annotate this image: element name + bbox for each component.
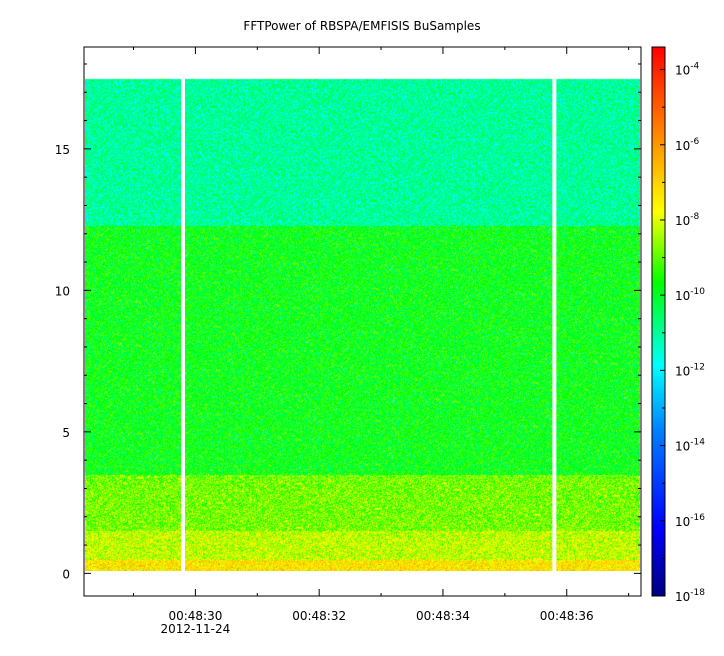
x-tick-label: 00:48:30 (168, 609, 222, 623)
plot-area-frame (83, 46, 642, 597)
data-gaps (181, 78, 557, 574)
colorbar-tick-label: 10-6 (675, 137, 700, 153)
colorbar-tick-label: 10-14 (675, 438, 705, 454)
colorbar-tick-label: 10-4 (675, 62, 700, 78)
y-axis: 0 5 10 15 (55, 63, 641, 581)
y-tick-label: 5 (62, 426, 70, 440)
x-tick-label: 00:48:34 (416, 609, 470, 623)
data-gap (552, 78, 557, 574)
spectrogram-image-holder (85, 73, 640, 571)
colorbar-axis: 10-4 10-6 10-8 10-10 10-12 10-14 10-16 10-18 (660, 62, 705, 604)
x-tick-label: 00:48:36 (540, 609, 594, 623)
x-tick-label: 00:48:32 (292, 609, 346, 623)
y-tick-label: 15 (55, 143, 70, 157)
colorbar-tick-label: 10-18 (675, 588, 705, 604)
colorbar-tick-label: 10-16 (675, 513, 705, 529)
colorbar-tick-label: 10-8 (675, 212, 700, 228)
spectrogram-image (85, 73, 640, 571)
colorbar-tick-label: 10-10 (675, 287, 705, 303)
y-tick-label: 10 (55, 284, 70, 298)
y-tick-label: 0 (62, 567, 70, 581)
chart-title: FFTPower of RBSPA/EMFISIS BuSamples (243, 19, 480, 33)
x-tick-date-label: 2012-11-24 (161, 622, 231, 636)
colorbar-gradient (651, 46, 666, 597)
data-gap (181, 78, 186, 574)
colorbar-tick-label: 10-12 (675, 362, 705, 378)
